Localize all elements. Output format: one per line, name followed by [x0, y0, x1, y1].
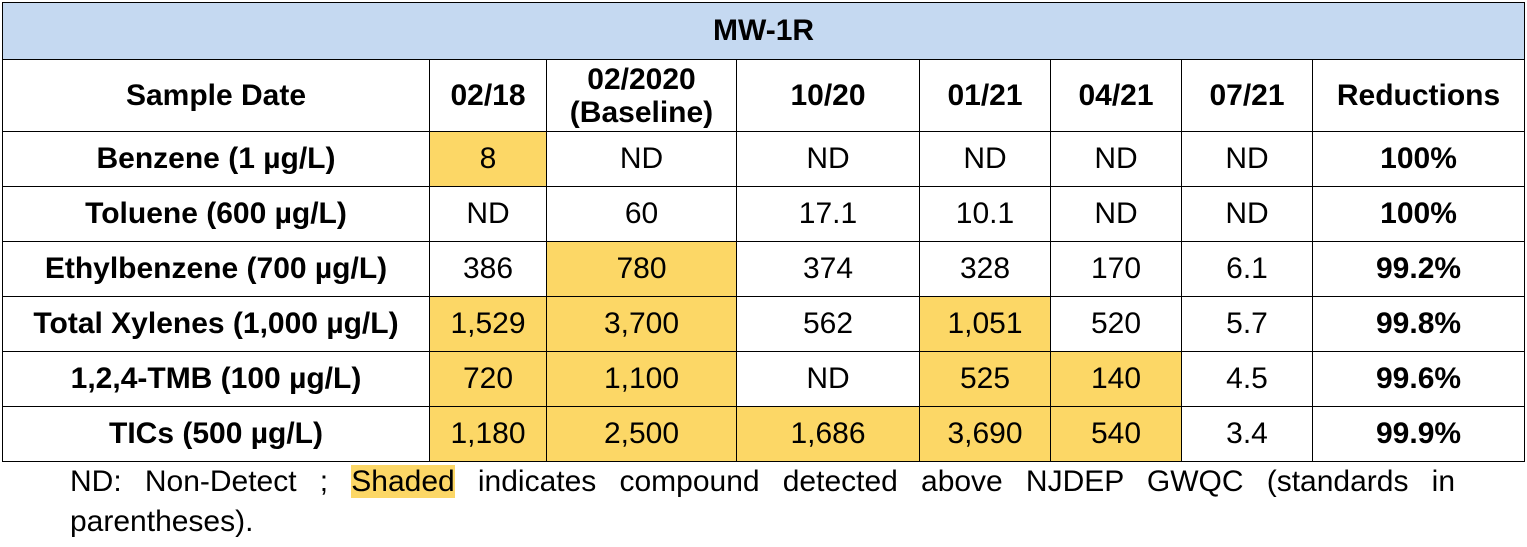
date-header-baseline: 02/2020 (Baseline) — [546, 59, 737, 132]
value-cell-shaded: 720 — [429, 351, 547, 407]
value-cell-shaded: 2,500 — [546, 406, 737, 462]
date-header: 07/21 — [1181, 59, 1313, 132]
date-header: 01/21 — [919, 59, 1051, 132]
compound-label: Benzene (1 µg/L) — [2, 131, 430, 187]
reduction-cell: 99.8% — [1311, 296, 1526, 352]
value-cell: ND — [1050, 186, 1182, 242]
value-cell: ND — [736, 131, 920, 187]
value-cell-shaded: 140 — [1050, 351, 1182, 407]
baseline-label: (Baseline) — [569, 95, 714, 129]
compound-label: TICs (500 µg/L) — [2, 406, 430, 462]
table-row: Benzene (1 µg/L) 8 ND ND ND ND ND 100% — [2, 131, 1526, 187]
mw-1r-table: MW-1R Sample Date 02/18 02/2020 (Baseline… — [1, 2, 1526, 462]
value-cell: ND — [546, 131, 737, 187]
compound-label: Total Xylenes (1,000 µg/L) — [2, 296, 430, 352]
date-header: 04/21 — [1050, 59, 1182, 132]
value-cell: 10.1 — [919, 186, 1051, 242]
value-cell-shaded: 780 — [546, 241, 737, 297]
value-cell: ND — [1181, 186, 1313, 242]
value-cell-shaded: 8 — [429, 131, 547, 187]
reduction-cell: 99.6% — [1311, 351, 1526, 407]
reduction-cell: 100% — [1311, 131, 1526, 187]
value-cell: 386 — [429, 241, 547, 297]
value-cell-shaded: 525 — [919, 351, 1051, 407]
value-cell: 520 — [1050, 296, 1182, 352]
table-row: Ethylbenzene (700 µg/L) 386 780 374 328 170 6.… — [2, 241, 1526, 297]
value-cell: 4.5 — [1181, 351, 1313, 407]
reduction-cell: 100% — [1311, 186, 1526, 242]
value-cell: 5.7 — [1181, 296, 1313, 352]
value-cell-shaded: 1,051 — [919, 296, 1051, 352]
reductions-header: Reductions — [1311, 59, 1526, 132]
sample-date-header: Sample Date — [2, 59, 430, 132]
value-cell-shaded: 1,100 — [546, 351, 737, 407]
table-title: MW-1R — [1, 2, 1526, 60]
value-cell: 374 — [736, 241, 920, 297]
value-cell: 60 — [546, 186, 737, 242]
value-cell: 562 — [736, 296, 920, 352]
value-cell-shaded: 1,180 — [429, 406, 547, 462]
value-cell-shaded: 3,700 — [546, 296, 737, 352]
value-cell-shaded: 1,686 — [736, 406, 920, 462]
date-header: 10/20 — [736, 59, 920, 132]
compound-label: 1,2,4-TMB (100 µg/L) — [2, 351, 430, 407]
value-cell: 3.4 — [1181, 406, 1313, 462]
date-header: 02/18 — [429, 59, 547, 132]
footnote-prefix: ND: Non-Detect ; — [70, 465, 352, 498]
reduction-cell: 99.9% — [1311, 406, 1526, 462]
value-cell: 170 — [1050, 241, 1182, 297]
value-cell: ND — [1181, 131, 1313, 187]
compound-label: Toluene (600 µg/L) — [2, 186, 430, 242]
table-row: TICs (500 µg/L) 1,180 2,500 1,686 3,690 540 3.… — [2, 406, 1526, 462]
table-row: Toluene (600 µg/L) ND 60 17.1 10.1 ND ND 100% — [2, 186, 1526, 242]
value-cell: 6.1 — [1181, 241, 1313, 297]
reduction-cell: 99.2% — [1311, 241, 1526, 297]
value-cell: ND — [429, 186, 547, 242]
value-cell-shaded: 1,529 — [429, 296, 547, 352]
footnote: ND: Non-Detect ; Shaded indicates compou… — [70, 462, 1455, 542]
baseline-date: 02/2020 — [587, 62, 696, 96]
table-row: 1,2,4-TMB (100 µg/L) 720 1,100 ND 525 140 4.5 9… — [2, 351, 1526, 407]
value-cell-shaded: 3,690 — [919, 406, 1051, 462]
footnote-suffix: indicates compound detected above NJDEP … — [70, 465, 1455, 538]
value-cell: 17.1 — [736, 186, 920, 242]
value-cell: ND — [919, 131, 1051, 187]
table-row: Total Xylenes (1,000 µg/L) 1,529 3,700 562 1… — [2, 296, 1526, 352]
value-cell: 328 — [919, 241, 1051, 297]
value-cell: ND — [1050, 131, 1182, 187]
value-cell: ND — [736, 351, 920, 407]
footnote-shaded-word: Shaded — [351, 465, 455, 498]
compound-label: Ethylbenzene (700 µg/L) — [2, 241, 430, 297]
value-cell-shaded: 540 — [1050, 406, 1182, 462]
